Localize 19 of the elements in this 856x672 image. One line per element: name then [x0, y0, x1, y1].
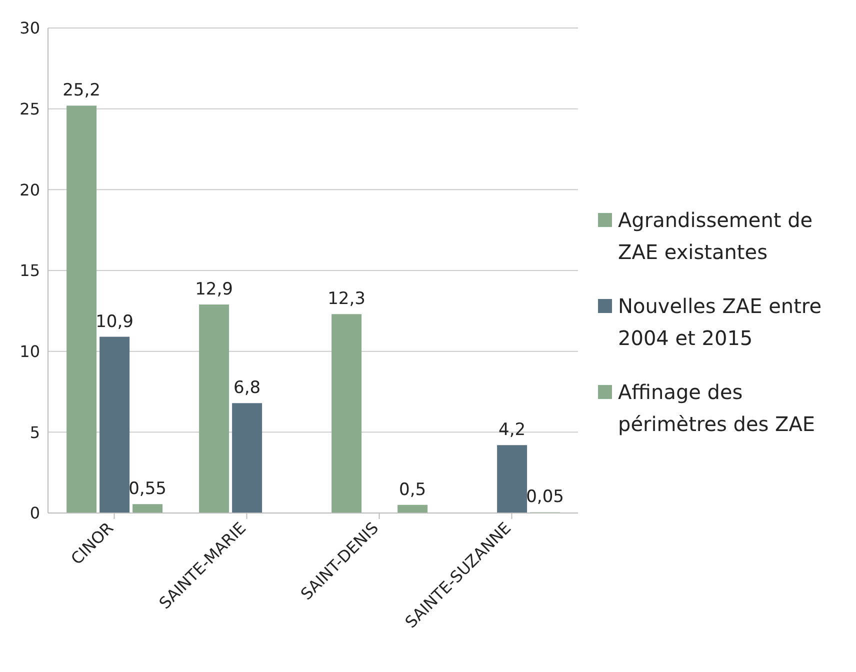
data-label: 6,8: [234, 378, 261, 398]
y-tick-label: 15: [20, 261, 40, 280]
y-tick-label: 20: [20, 180, 40, 200]
data-label: 0,05: [526, 487, 564, 508]
legend-label: Affinage des périmètres des ZAE: [618, 379, 816, 438]
y-tick-label: 0: [30, 504, 40, 523]
data-label: 4,2: [498, 420, 526, 440]
y-tick-label: 25: [20, 100, 40, 119]
data-label: 25,2: [62, 80, 100, 101]
data-label: 12,9: [195, 279, 233, 300]
data-label: 12,3: [328, 289, 366, 310]
y-tick-label: 30: [20, 18, 40, 38]
y-tick-label: 5: [30, 422, 40, 442]
y-tick-label: 10: [20, 342, 40, 362]
legend-label: Agrandissement de ZAE existantes: [618, 207, 814, 266]
data-label: 0,55: [128, 479, 166, 500]
data-label: 0,5: [399, 480, 426, 500]
legend-label: Nouvelles ZAE entre 2004 et 2015: [618, 293, 822, 352]
data-label: 10,9: [96, 312, 134, 332]
